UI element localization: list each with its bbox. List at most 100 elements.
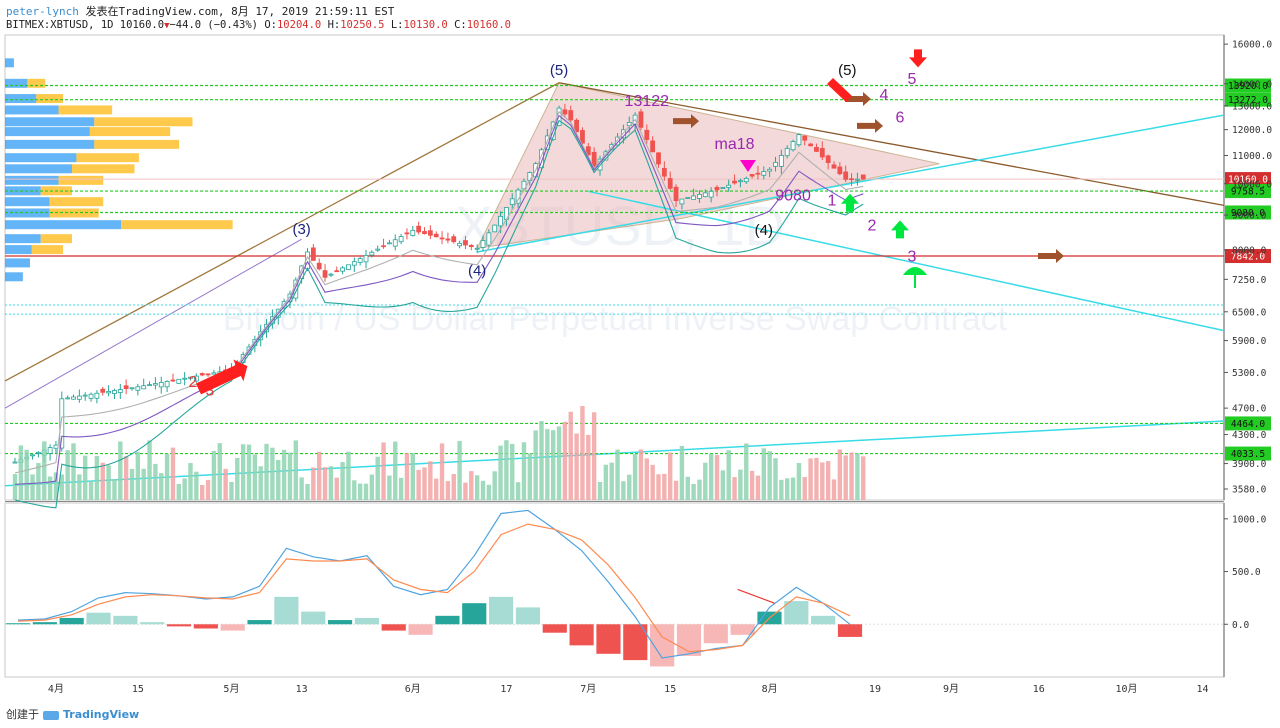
candle-body <box>749 174 755 177</box>
volume-bar <box>492 471 497 500</box>
candle-body <box>814 146 819 152</box>
price-level-tag <box>1225 92 1271 107</box>
annotation-scenario: 2 <box>868 217 877 234</box>
candle-body <box>796 134 802 146</box>
volume-profile-sell-bar <box>58 105 113 115</box>
volume-bar <box>820 462 825 500</box>
volume-bar <box>726 450 731 500</box>
candle-body <box>843 171 849 180</box>
tradingview-brand[interactable]: TradingView <box>63 708 140 721</box>
volume-bar <box>504 440 509 500</box>
y-axis-tick-label: 3900.0 <box>1232 459 1267 470</box>
volume-bar <box>205 480 211 500</box>
tradingview-logo-icon[interactable] <box>43 710 59 720</box>
candle-body <box>106 391 111 394</box>
projection-arrow-icon <box>673 114 699 129</box>
volume-bar <box>861 456 866 500</box>
annotation-wave: (4) <box>755 222 773 239</box>
macd-histogram-bar <box>140 622 165 625</box>
symbol-label: BITMEX:XBTUSD, 1D <box>6 19 114 31</box>
volume-bar <box>568 411 573 500</box>
volume-bar <box>796 463 802 500</box>
trendline-cyan-falling <box>588 190 1225 332</box>
candle-body <box>825 155 831 163</box>
y-axis-tick-label: 9000.0 <box>1232 211 1267 222</box>
price-level-label: 4033.5 <box>1231 449 1265 460</box>
trendline-purple <box>4 238 302 409</box>
candle-body <box>708 190 714 198</box>
volume-bar <box>83 455 88 500</box>
buy-arrow-icon <box>841 193 859 212</box>
volume-bar <box>638 449 644 500</box>
y-axis-tick-label: 12000.0 <box>1232 125 1272 136</box>
header-publish-line: peter-lynch 发表在TradingView.com, 8月 17, 2… <box>6 3 394 19</box>
candle-body <box>205 373 211 376</box>
volume-bar <box>346 451 351 500</box>
volume-bar <box>340 462 345 500</box>
candle-body <box>422 231 427 234</box>
volume-bar <box>451 474 456 500</box>
volume-bar <box>831 479 837 500</box>
volume-bar <box>720 470 726 500</box>
candle-body <box>369 251 375 256</box>
macd-histogram-bar <box>113 615 138 625</box>
candle-body <box>398 236 404 243</box>
author-link[interactable]: peter-lynch <box>6 5 79 18</box>
annotation-scenario: 5 <box>908 71 917 88</box>
volume-bar <box>773 458 778 500</box>
volume-bar <box>691 483 696 500</box>
volume-profile-sell-bar <box>31 245 64 255</box>
volume-profile-buy-bar <box>5 234 41 244</box>
candle-body <box>802 135 808 141</box>
price-level-tag <box>1225 184 1271 199</box>
ma-line-gray <box>14 110 864 474</box>
volume-bar <box>755 475 761 500</box>
volume-bar <box>328 466 334 500</box>
candle-body <box>12 461 18 464</box>
volume-bar <box>761 448 766 500</box>
candle-body <box>328 273 334 276</box>
macd-histogram-bar <box>193 624 218 629</box>
volume-bar <box>527 453 532 500</box>
ohlc-low: 10130.0 <box>403 19 448 31</box>
macd-histogram-bar <box>301 611 326 625</box>
volume-bar <box>182 478 187 500</box>
header-quote-line: BITMEX:XBTUSD, 1D 10160.0▼−44.0 (−0.43%)… <box>6 19 511 31</box>
volume-profile-sell-bar <box>58 175 104 185</box>
volume-bar <box>849 452 854 500</box>
y-axis-tick-label: 5900.0 <box>1232 336 1267 347</box>
volume-bar <box>580 406 585 500</box>
macd-histogram-bar <box>354 617 379 625</box>
volume-bar <box>135 451 141 500</box>
candle-body <box>135 386 141 391</box>
price-level-tag <box>1225 416 1271 431</box>
volume-profile-buy-bar <box>5 94 37 104</box>
candle-body <box>492 224 498 233</box>
candle-body <box>152 383 158 386</box>
candle-body <box>773 161 778 167</box>
y-axis-tick-label: 8000.0 <box>1232 246 1267 257</box>
price-level-label: 13272.0 <box>1228 95 1268 106</box>
candle-body <box>714 186 720 191</box>
candle-body <box>767 168 773 172</box>
candle-body <box>193 375 199 382</box>
volume-bar <box>714 455 720 500</box>
candle-body <box>685 197 691 199</box>
candle-body <box>439 237 445 240</box>
candle-body <box>357 258 363 263</box>
volume-bar <box>276 460 281 500</box>
volume-bar <box>434 478 439 500</box>
candle-body <box>392 239 398 247</box>
candle-body <box>457 242 463 247</box>
volume-profile-sell-bar <box>71 164 135 174</box>
volume-bar <box>673 480 679 500</box>
volume-profile-buy-bar <box>5 197 50 207</box>
volume-bar <box>381 442 386 500</box>
volume-bar <box>779 479 784 500</box>
x-axis-tick-label: 13 <box>296 684 308 695</box>
candle-body <box>837 166 843 175</box>
candle-body <box>170 379 176 382</box>
candle-body <box>568 110 574 121</box>
volume-bar <box>211 450 217 500</box>
